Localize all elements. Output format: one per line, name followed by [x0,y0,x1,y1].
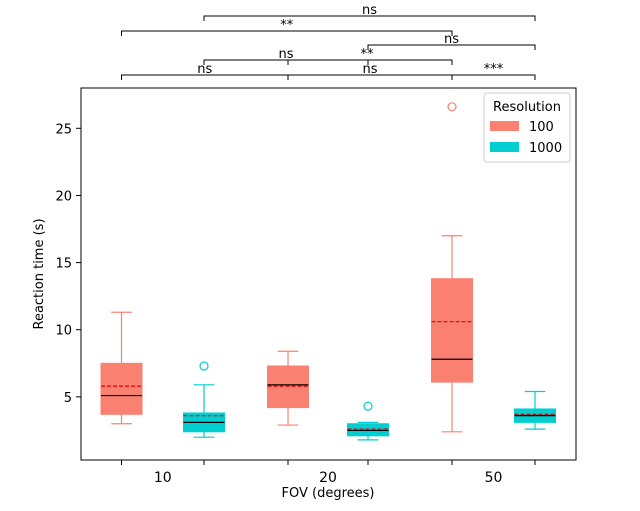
legend-swatch [490,121,519,131]
y-tick-label: 5 [64,391,72,406]
significance-bracket [287,59,453,65]
legend-swatch [490,142,519,152]
box-iqr [100,362,143,415]
y-axis-label: Reaction time (s) [32,218,47,329]
legend-entry-label: 1000 [529,141,562,156]
significance-label: ns [197,62,212,77]
box-iqr [431,278,473,383]
plot-frame [80,87,577,461]
outlier-point [447,102,457,112]
outlier-point [363,401,373,411]
box-iqr [347,423,389,437]
significance-label: ** [361,47,375,62]
legend-entry-label: 100 [529,120,554,135]
significance-bracket [121,30,453,36]
legend-title: Resolution [493,100,561,115]
significance-label: ns [444,32,459,47]
y-tick-label: 10 [55,324,72,339]
significance-label: ns [362,3,377,18]
significance-bracket [203,59,369,65]
y-tick-label: 20 [55,189,72,204]
significance-bracket [367,44,536,50]
y-tick-label: 25 [55,122,72,137]
x-category-label: 10 [154,470,172,486]
significance-label: ns [278,47,293,62]
significance-label: ** [280,18,294,33]
significance-bracket [451,74,536,80]
box-iqr [267,365,309,409]
significance-bracket [203,15,536,21]
x-category-label: 50 [485,470,503,486]
x-axis-label: FOV (degrees) [282,486,375,501]
y-tick-label: 15 [55,257,72,272]
significance-label: *** [484,62,504,77]
significance-label: ns [362,62,377,77]
x-category-label: 20 [319,470,337,486]
outlier-point [199,361,209,371]
